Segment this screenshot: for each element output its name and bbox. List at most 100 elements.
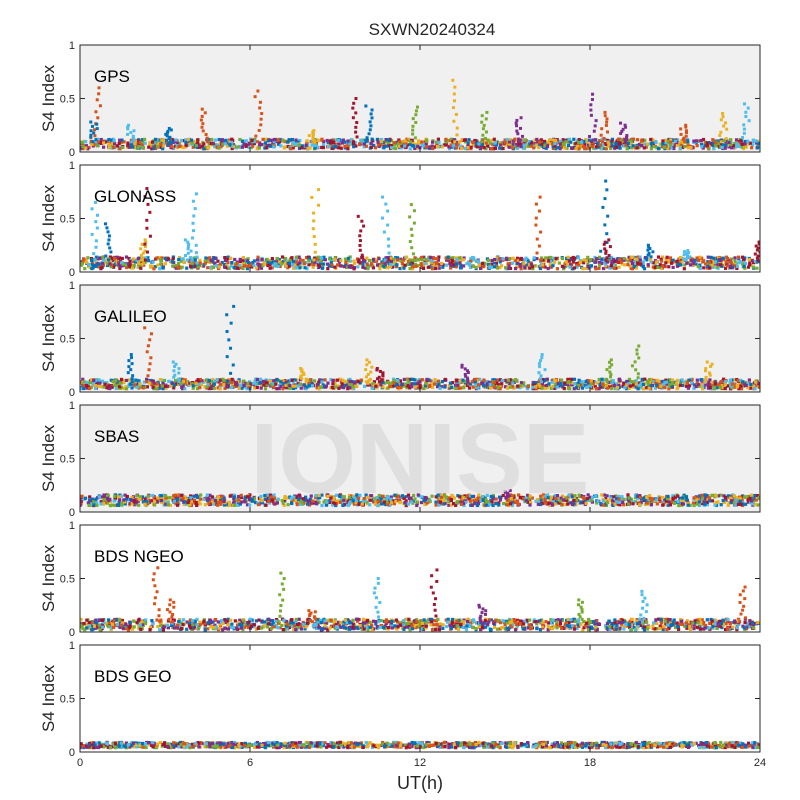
data-point: [488, 141, 492, 145]
data-point: [276, 264, 280, 269]
data-point: [708, 378, 712, 382]
data-point: [614, 142, 618, 146]
data-point: [503, 140, 507, 144]
data-point: [148, 381, 152, 385]
data-point: [362, 145, 366, 149]
spike-point: [127, 123, 131, 127]
data-point: [336, 138, 341, 143]
data-point: [93, 378, 98, 383]
data-point: [494, 261, 498, 265]
data-point: [645, 142, 650, 146]
data-point: [135, 258, 139, 262]
spike-point: [386, 223, 390, 227]
spike-point: [206, 140, 210, 144]
data-point: [191, 145, 195, 149]
data-point: [675, 259, 679, 263]
data-point: [191, 386, 195, 390]
data-point: [286, 140, 290, 144]
data-point: [160, 138, 164, 142]
data-point: [743, 261, 748, 265]
data-point: [420, 378, 424, 382]
data-point: [468, 261, 472, 266]
spike-point: [143, 326, 147, 330]
data-point: [94, 140, 98, 145]
data-point: [429, 379, 433, 383]
data-point: [184, 143, 188, 147]
data-point: [589, 264, 594, 268]
spike-point: [127, 365, 131, 369]
spike-point: [149, 332, 153, 336]
data-point: [470, 380, 474, 384]
spike-point: [365, 358, 369, 362]
spike-point: [384, 202, 388, 206]
data-point: [162, 378, 167, 383]
data-point: [479, 499, 483, 503]
data-point: [413, 378, 417, 382]
data-point: [469, 145, 473, 149]
y-axis-label: S4 Index: [39, 184, 58, 252]
data-point: [530, 265, 535, 269]
spike-point: [455, 126, 459, 130]
spike-point: [171, 360, 175, 364]
data-point: [452, 260, 457, 264]
data-point: [604, 142, 608, 146]
data-point: [673, 259, 677, 264]
data-point: [379, 143, 384, 147]
data-point: [459, 378, 463, 383]
data-point: [622, 381, 626, 385]
data-point: [288, 386, 292, 390]
spike-point: [408, 258, 412, 262]
spike-point: [108, 246, 112, 250]
data-point: [646, 263, 650, 267]
data-point: [720, 145, 724, 150]
data-point: [510, 385, 514, 389]
data-point: [352, 259, 356, 263]
spike-point: [721, 111, 725, 115]
data-point: [554, 257, 558, 261]
spike-point: [93, 134, 97, 138]
data-point: [122, 378, 126, 383]
data-point: [576, 147, 580, 151]
data-point: [607, 142, 611, 147]
data-point: [600, 137, 604, 141]
data-point: [567, 380, 571, 384]
data-point: [571, 257, 575, 261]
data-point: [370, 137, 374, 141]
data-point: [449, 137, 454, 141]
spike-point: [310, 195, 314, 199]
spike-point: [354, 130, 358, 134]
data-point: [659, 257, 663, 261]
data-point: [669, 140, 673, 145]
data-point: [194, 143, 198, 148]
data-point: [671, 265, 675, 269]
data-point: [421, 266, 426, 270]
data-point: [606, 144, 610, 148]
data-point: [535, 137, 539, 142]
data-point: [252, 259, 256, 263]
data-point: [387, 144, 391, 148]
data-point: [658, 499, 662, 504]
data-point: [260, 258, 264, 262]
spike-point: [539, 258, 543, 262]
data-point: [398, 140, 402, 144]
data-point: [160, 256, 164, 260]
spike-point: [605, 240, 609, 244]
data-point: [428, 255, 433, 259]
spike-point: [605, 117, 609, 121]
data-point: [618, 379, 622, 383]
data-point: [97, 264, 102, 268]
data-point: [405, 139, 409, 143]
data-point: [609, 141, 613, 145]
data-point: [516, 384, 520, 388]
data-marks: [80, 179, 760, 271]
data-point: [707, 140, 711, 145]
data-point: [507, 145, 511, 149]
data-point: [571, 267, 575, 271]
data-point: [354, 144, 358, 148]
spike-point: [380, 378, 384, 382]
spike-point: [192, 229, 196, 233]
data-point: [535, 257, 539, 261]
data-point: [493, 146, 498, 150]
spike-point: [107, 238, 111, 242]
data-point: [153, 386, 157, 391]
